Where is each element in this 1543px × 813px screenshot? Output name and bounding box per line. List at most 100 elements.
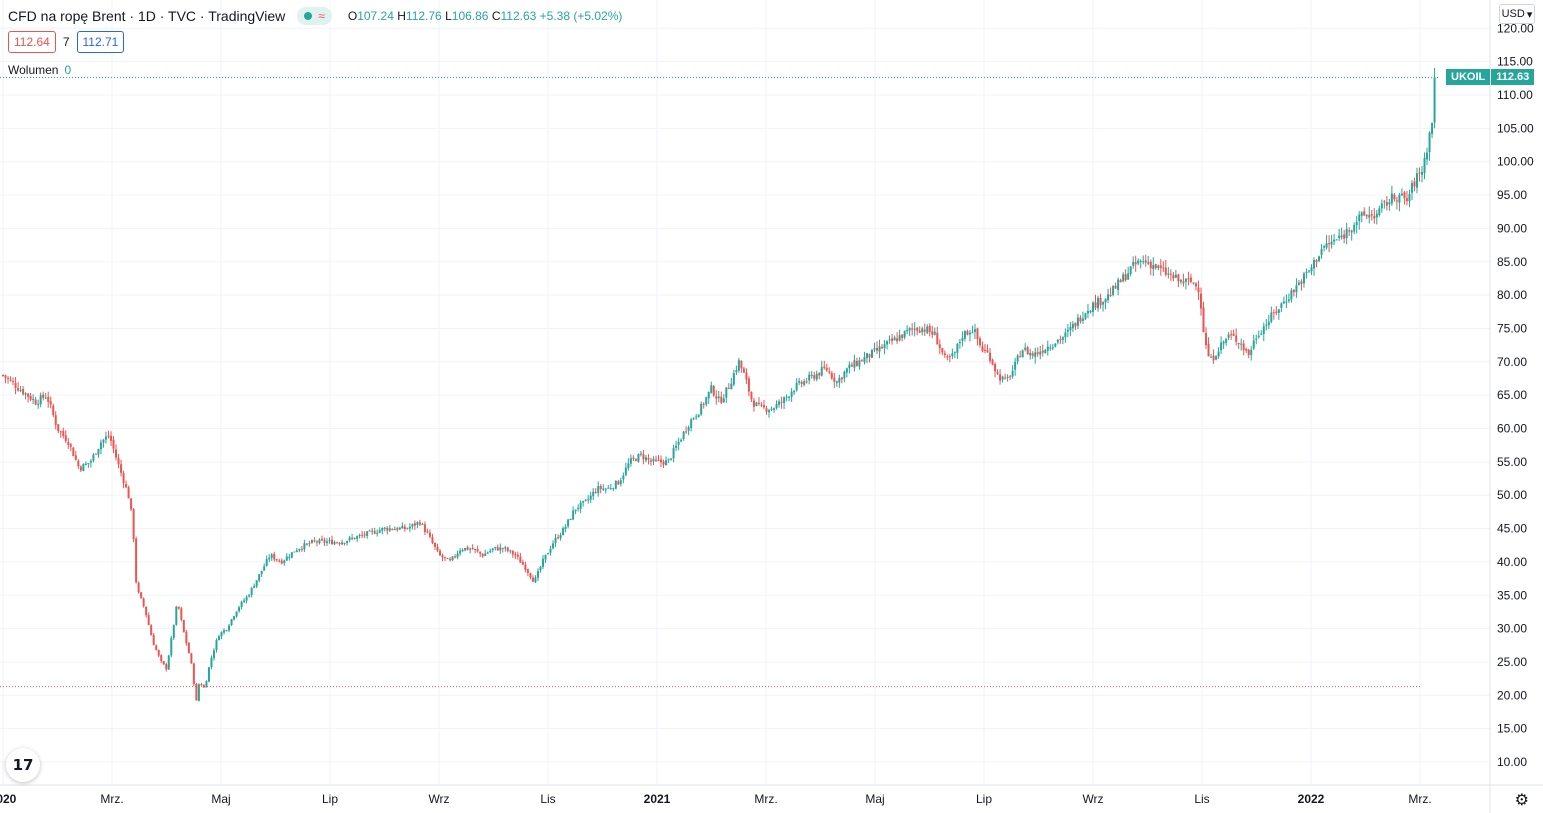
candle-body (994, 363, 997, 372)
candle-body (270, 554, 273, 558)
candle-body (1410, 182, 1413, 193)
y-tick-label: 95.00 (1497, 188, 1527, 202)
candle-body (1222, 341, 1225, 344)
candle-body (1360, 212, 1363, 216)
candle-body (185, 631, 188, 644)
candle-body (562, 528, 565, 536)
y-tick-label: 10.00 (1497, 755, 1527, 769)
candle-body (936, 332, 939, 345)
candle-body (1056, 339, 1059, 343)
candle-body (896, 338, 899, 342)
candle-body (1373, 216, 1376, 219)
candle-body (552, 543, 555, 549)
candle-body (190, 653, 193, 664)
candle-body (393, 529, 396, 531)
currency-selector[interactable]: USD ▾ (1499, 4, 1535, 24)
candle-body (1199, 293, 1202, 309)
tradingview-logo-icon[interactable]: 17 (6, 748, 40, 782)
candle-body (1260, 333, 1263, 335)
buy-price-button[interactable]: 112.71 (76, 31, 125, 53)
candle-body (695, 416, 698, 418)
candle-body (1225, 338, 1228, 343)
market-status-pill[interactable]: ≈ (297, 7, 332, 25)
spread-value: 7 (62, 35, 70, 49)
candle-body (265, 559, 268, 566)
candle-body (672, 448, 675, 459)
candle-body (210, 657, 213, 668)
gear-icon[interactable]: ⚙ (1514, 792, 1529, 809)
candle-body (958, 341, 961, 344)
candle-body (376, 532, 379, 534)
candle-body (961, 338, 964, 341)
candle-body (386, 527, 389, 531)
y-tick-label: 25.00 (1497, 655, 1527, 669)
candle-body (1182, 281, 1185, 284)
candle-body (685, 431, 688, 433)
candle-body (710, 385, 713, 393)
chevron-down-icon: ▾ (1526, 8, 1533, 21)
candle-body (1004, 377, 1007, 379)
candle-body (838, 378, 841, 383)
open-value: 107.24 (357, 9, 394, 23)
candle-body (1255, 338, 1258, 340)
change-value: +5.38 (+5.02%) (539, 9, 623, 23)
candle-body (69, 444, 72, 447)
candle-body (17, 388, 20, 391)
candle-body (1092, 302, 1094, 312)
candle-body (1383, 201, 1386, 203)
candle-body (886, 341, 889, 345)
candle-body (4, 375, 7, 378)
candle-body (511, 551, 514, 555)
candle-body (559, 535, 562, 539)
candle-body (991, 359, 994, 365)
candle-body (740, 360, 743, 369)
volume-legend[interactable]: Wolumen 0 (8, 63, 71, 77)
candle-body (461, 549, 464, 552)
candle-body (1044, 349, 1047, 354)
candle-body (1071, 323, 1074, 329)
candle-body (275, 559, 278, 561)
candle-body (1099, 297, 1102, 306)
candle-body (863, 357, 866, 363)
candle-body (1069, 327, 1072, 331)
candle-body (1353, 225, 1356, 232)
symbol-title[interactable]: CFD na ropę Brent · 1D · TVC · TradingVi… (8, 8, 286, 24)
candle-body (1227, 334, 1230, 338)
candle-body (918, 330, 921, 333)
candle-body (464, 547, 467, 551)
candle-body (1247, 349, 1250, 355)
candle-body (451, 556, 454, 560)
volume-label: Wolumen (8, 63, 59, 77)
candle-body (617, 481, 620, 485)
candle-body (260, 570, 263, 575)
candle-body (948, 356, 951, 358)
candle-body (416, 522, 419, 525)
candle-body (120, 464, 123, 473)
candle-body (1129, 266, 1132, 274)
candle-body (1154, 264, 1157, 269)
candle-body (187, 642, 190, 654)
candle-body (828, 371, 831, 373)
x-tick-label: 2020 (0, 792, 17, 806)
candle-body (531, 577, 534, 582)
candle-body (469, 548, 472, 550)
candle-body (1355, 221, 1358, 226)
candle-body (325, 541, 328, 544)
sell-price-button[interactable]: 112.64 (8, 31, 56, 53)
candle-body (539, 566, 542, 571)
candle-body (1320, 249, 1323, 255)
candle-body (853, 360, 856, 368)
candle-body (1305, 272, 1308, 274)
candle-body (675, 445, 678, 448)
y-tick-label: 15.00 (1497, 722, 1527, 736)
candle-body (1252, 340, 1255, 349)
candle-body (1034, 352, 1037, 357)
candle-body (1094, 302, 1097, 308)
candle-body (1426, 152, 1429, 160)
candle-body (989, 352, 992, 361)
candle-body (765, 408, 768, 412)
candle-body (74, 455, 77, 460)
candle-body (1112, 286, 1115, 295)
open-label: O (347, 9, 358, 23)
